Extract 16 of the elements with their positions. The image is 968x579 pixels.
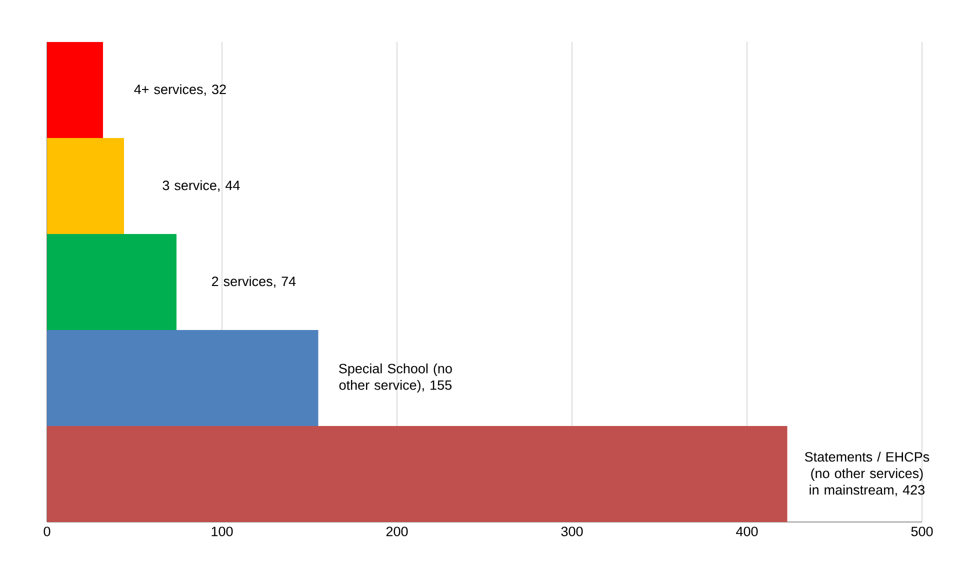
x-tick-label: 300 bbox=[561, 526, 583, 536]
x-tick-label: 500 bbox=[911, 526, 933, 536]
bar bbox=[47, 426, 788, 522]
bar bbox=[47, 234, 176, 330]
x-tick-label: 200 bbox=[386, 526, 408, 536]
x-tick-label: 400 bbox=[736, 526, 758, 536]
data-label: Special School (no other service), 155 bbox=[339, 363, 452, 393]
bar bbox=[47, 330, 318, 426]
bar bbox=[47, 138, 124, 234]
data-label: Statements / EHCPs (no other services) in mainstream, 423 bbox=[804, 452, 930, 496]
x-tick-label: 0 bbox=[44, 526, 50, 536]
data-label: 3 service, 44 bbox=[162, 180, 240, 192]
bar bbox=[47, 42, 103, 138]
data-label: 2 services, 74 bbox=[212, 276, 296, 288]
data-label: 4+ services, 32 bbox=[134, 84, 226, 96]
x-tick-label: 100 bbox=[212, 526, 233, 536]
